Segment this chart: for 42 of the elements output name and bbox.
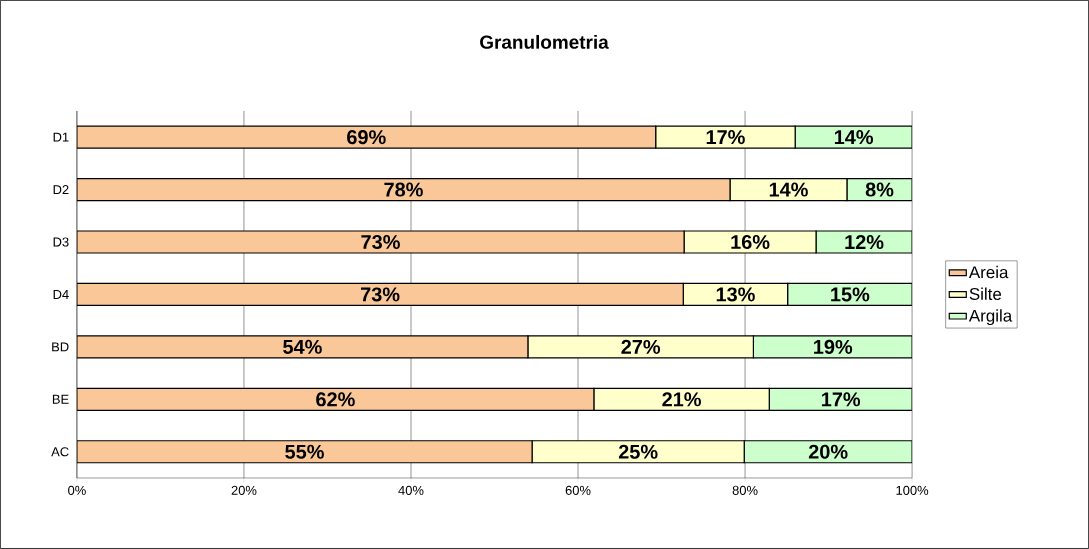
data-label: 16% (731, 235, 770, 250)
data-label: 14% (834, 130, 874, 145)
legend-label: Areia (968, 265, 1009, 279)
data-label: 17% (706, 130, 745, 145)
data-label: 20% (808, 444, 848, 459)
legend-label: Argila (968, 309, 1013, 326)
bar (76, 440, 533, 464)
legend-label: Silte (969, 287, 1002, 301)
data-label: 13% (716, 287, 755, 302)
x-tick-label: 60% (565, 485, 591, 495)
y-tick-label: D2 (53, 185, 69, 195)
data-label: 17% (821, 392, 861, 407)
bar (76, 387, 595, 411)
x-tick-label: 80% (732, 485, 758, 495)
data-label: 25% (618, 444, 658, 459)
data-label: 69% (347, 130, 386, 145)
data-label: 21% (662, 392, 701, 407)
x-tick-label: 20% (231, 485, 257, 495)
chart-title: Granulometria (480, 34, 609, 49)
x-tick-label: 40% (398, 485, 424, 495)
data-label: 73% (361, 287, 400, 302)
y-tick-label: D3 (53, 237, 69, 247)
data-label: 62% (316, 392, 355, 407)
data-label: 27% (621, 339, 661, 354)
data-label: 8% (865, 182, 894, 197)
data-label: 55% (285, 444, 324, 459)
data-label: 73% (361, 234, 400, 250)
bar (76, 282, 684, 307)
x-tick-label: 100% (896, 485, 929, 495)
y-tick-label: BE (52, 394, 69, 404)
y-tick-label: D4 (53, 290, 69, 299)
data-label: 54% (283, 339, 322, 354)
data-label: 19% (814, 339, 853, 354)
data-label: 78% (384, 182, 423, 197)
bar (76, 178, 731, 202)
data-label: 14% (769, 182, 808, 197)
y-tick-label: D1 (53, 132, 69, 142)
data-label: 15% (831, 287, 870, 302)
data-label: 12% (845, 235, 884, 250)
y-tick-label: AC (51, 447, 69, 457)
y-tick-label: BD (52, 342, 69, 352)
x-tick-label: 0% (68, 485, 86, 495)
